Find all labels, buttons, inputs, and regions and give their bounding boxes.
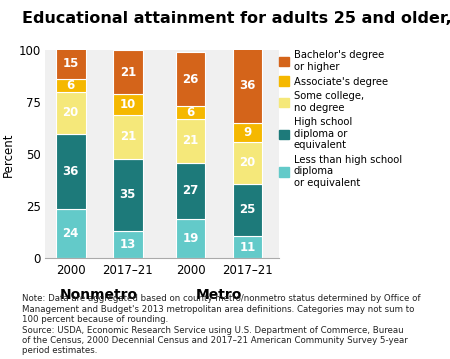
Text: Educational attainment for adults 25 and older, 2000 and 2017–21: Educational attainment for adults 25 and…: [22, 11, 450, 26]
Legend: Bachelor's degree
or higher, Associate's degree, Some college,
no degree, High s: Bachelor's degree or higher, Associate's…: [279, 50, 402, 188]
Bar: [233, 142, 262, 183]
Bar: [233, 48, 262, 123]
Text: 25: 25: [239, 203, 256, 216]
Text: Note: Data are aggregated based on county metro/nonmetro status determined by Of: Note: Data are aggregated based on count…: [22, 294, 421, 355]
Text: Metro: Metro: [196, 288, 242, 302]
Bar: [176, 107, 205, 119]
Bar: [176, 163, 205, 219]
Text: 27: 27: [182, 184, 198, 197]
Text: 11: 11: [239, 241, 256, 253]
Bar: [113, 94, 143, 115]
Bar: [113, 115, 143, 159]
Text: 35: 35: [120, 188, 136, 201]
Text: 26: 26: [182, 73, 199, 86]
Y-axis label: Percent: Percent: [1, 132, 14, 177]
Bar: [233, 123, 262, 142]
Bar: [56, 134, 86, 209]
Bar: [113, 50, 143, 94]
Text: 6: 6: [67, 79, 75, 92]
Text: 20: 20: [239, 156, 256, 169]
Text: 10: 10: [120, 98, 136, 111]
Text: 21: 21: [182, 134, 198, 147]
Bar: [176, 219, 205, 258]
Text: 9: 9: [243, 126, 252, 139]
Bar: [176, 119, 205, 163]
Bar: [56, 209, 86, 258]
Text: Nonmetro: Nonmetro: [60, 288, 138, 302]
Text: 15: 15: [63, 57, 79, 70]
Text: 24: 24: [63, 227, 79, 240]
Bar: [176, 52, 205, 107]
Bar: [113, 159, 143, 232]
Bar: [233, 236, 262, 258]
Text: 19: 19: [182, 232, 199, 245]
Text: 36: 36: [63, 164, 79, 178]
Bar: [56, 48, 86, 79]
Text: 6: 6: [186, 106, 195, 119]
Text: 36: 36: [239, 79, 256, 92]
Bar: [56, 79, 86, 92]
Bar: [113, 232, 143, 258]
Bar: [233, 183, 262, 236]
Text: 20: 20: [63, 106, 79, 119]
Text: 13: 13: [120, 238, 136, 251]
Text: 21: 21: [120, 130, 136, 143]
Bar: [56, 92, 86, 134]
Text: 21: 21: [120, 66, 136, 79]
